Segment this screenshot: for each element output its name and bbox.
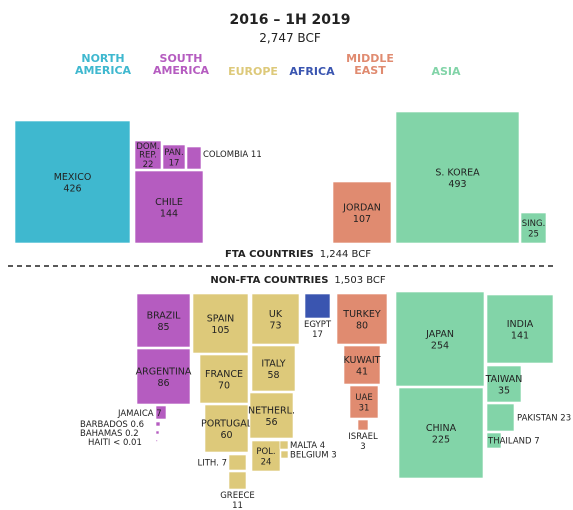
tile-label-turkey: TURKEY 80 <box>342 309 381 332</box>
tile-label-lith: LITH. 7 <box>198 459 228 469</box>
tile-label-taiwan: TAIWAN 35 <box>485 374 523 397</box>
tile-label-mexico: MEXICO 426 <box>54 172 92 195</box>
region-labels: NORTH AMERICA SOUTH AMERICA EUROPE AFRICA MIDD… <box>75 52 461 78</box>
tile-india <box>486 294 554 364</box>
fta-section-label: FTA COUNTRIES 1,244 BCF <box>225 249 371 260</box>
region-label-north-america: NORTH AMERICA <box>75 52 132 77</box>
tile-taiwan <box>486 365 522 403</box>
tile-jordan <box>332 181 392 244</box>
tile-label-jamaica: JAMAICA 7 <box>117 409 162 419</box>
tile-uae <box>349 385 379 419</box>
tile-label-egypt: EGYPT 17 <box>304 320 332 340</box>
tile-label-dom-rep: DOM. REP. 22 <box>136 142 159 170</box>
region-label-middle-east: MIDDLE EAST <box>346 52 394 77</box>
tile-label-barbados: BARBADOS 0.6 <box>80 420 144 430</box>
region-label-africa: AFRICA <box>289 65 335 78</box>
tile-label-pol: POL. 24 <box>256 447 275 468</box>
tile-egypt <box>304 293 331 319</box>
tile-label-uk: UK 73 <box>269 309 283 332</box>
tile-label-china: CHINA 225 <box>426 423 457 446</box>
tile-france <box>199 354 249 404</box>
tile-pol <box>251 440 281 472</box>
tile-label-haiti: HAITI < 0.01 <box>88 438 142 448</box>
tile-label-s-korea: S. KOREA 493 <box>435 168 480 191</box>
tile-malta <box>279 440 289 450</box>
tile-label-spain: SPAIN 105 <box>207 314 235 337</box>
tile-spain <box>192 293 249 354</box>
tile-label-bahamas: BAHAMAS 0.2 <box>80 429 139 439</box>
tile-label-argentina: ARGENTINA 86 <box>136 367 192 390</box>
tile-pakistan <box>486 403 515 432</box>
tile-label-greece: GREECE 11 <box>220 491 255 510</box>
tile-label-uae: UAE 31 <box>355 393 372 414</box>
tile-s-korea <box>395 111 520 244</box>
tile-label-thailand: THAILAND 7 <box>487 437 540 447</box>
region-label-asia: ASIA <box>431 65 461 78</box>
tile-argentina <box>136 348 191 405</box>
region-label-south-america: SOUTH AMERICA <box>153 52 210 77</box>
tile-uk <box>251 293 300 345</box>
tile-kuwait <box>343 345 381 385</box>
tile-netherl <box>249 392 294 439</box>
tile-bahamas <box>155 430 160 435</box>
tile-belgium <box>280 450 289 459</box>
region-label-europe: EUROPE <box>228 65 278 78</box>
tile-sing <box>520 212 547 244</box>
tile-label-netherl: NETHERL. 56 <box>248 406 295 429</box>
tile-jamaica <box>155 405 167 420</box>
tile-turkey <box>336 293 388 345</box>
non-fta-section-label: NON-FTA COUNTRIES 1,503 BCF <box>210 275 386 286</box>
tile-pan <box>162 144 186 170</box>
tile-label-kuwait: KUWAIT 41 <box>344 355 381 378</box>
tile-greece <box>228 471 247 490</box>
tile-italy <box>251 345 296 392</box>
tile-colombia <box>186 146 202 170</box>
chart-subtitle: 2,747 BCF <box>259 31 321 45</box>
tile-label-chile: CHILE 144 <box>155 197 183 220</box>
chart-title: 2016 – 1H 2019 <box>229 12 350 28</box>
tile-label-malta: MALTA 4 <box>290 441 325 451</box>
country-tiles: MEXICO 426 DOM. REP. 22 PAN. 17 CHILE 144 JORDAN 1… <box>14 111 554 490</box>
tile-haiti <box>155 439 158 442</box>
tile-label-colombia: COLOMBIA 11 <box>203 150 262 160</box>
tile-thailand <box>486 432 502 449</box>
tile-lith <box>228 454 247 471</box>
tile-israel <box>357 419 369 431</box>
tile-dom-rep <box>134 140 162 170</box>
tile-label-israel: ISRAEL 3 <box>348 432 378 452</box>
tile-china <box>398 387 484 479</box>
tile-chile <box>134 170 204 244</box>
tile-brazil <box>136 293 191 348</box>
tile-label-portugal: PORTUGAL 60 <box>201 419 253 442</box>
tile-barbados <box>155 421 161 427</box>
tile-portugal <box>204 404 249 453</box>
tile-label-brazil: BRAZIL 85 <box>147 311 182 334</box>
tile-mexico <box>14 120 131 244</box>
tile-label-jordan: JORDAN 107 <box>342 203 381 226</box>
tile-label-india: INDIA 141 <box>507 319 534 342</box>
tile-label-france: FRANCE 70 <box>205 369 243 392</box>
tile-label-pan: PAN. 17 <box>164 148 183 169</box>
tile-label-pakistan: PAKISTAN 23 <box>517 414 571 424</box>
tile-label-sing: SING. 25 <box>522 219 546 240</box>
section-labels: FTA COUNTRIES 1,244 BCF NON-FTA COUNTRIES 1… <box>210 249 386 286</box>
tile-label-belgium: BELGIUM 3 <box>290 451 337 461</box>
tile-label-italy: ITALY 58 <box>261 359 285 382</box>
tile-japan <box>395 291 485 387</box>
tile-label-japan: JAPAN 254 <box>425 329 454 352</box>
